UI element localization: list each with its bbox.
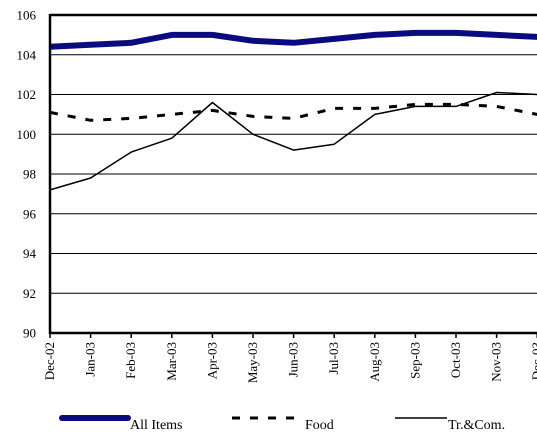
series-line-0 (49, 29, 537, 50)
series-lines (49, 29, 537, 191)
x-tick-label: Jul-03 (326, 342, 341, 375)
legend: All Items Food Tr.&Com. (59, 415, 505, 433)
x-tick-label: Aug-03 (367, 342, 382, 382)
grid-lines (50, 14, 537, 334)
y-tick-label: 98 (23, 167, 36, 182)
x-tick-label: Jun-03 (286, 342, 301, 377)
y-tick-label: 92 (23, 286, 36, 301)
x-tick-label: Apr-03 (204, 342, 219, 379)
x-tick-label: Oct-03 (448, 342, 463, 378)
x-tick-labels: Dec-02 Jan-03 Feb-03 Mar-03 Apr-03 May-03 Jun-… (42, 342, 537, 383)
y-tick-label: 102 (17, 87, 37, 102)
x-tick-label: May-03 (245, 342, 260, 383)
y-tick-label: 100 (17, 127, 37, 142)
x-tick-label: Sep-03 (407, 342, 422, 379)
legend-label-1: Food (305, 418, 334, 433)
x-tick-label: Mar-03 (164, 342, 179, 381)
y-tick-label: 104 (17, 47, 37, 62)
y-tick-label: 94 (23, 246, 37, 261)
series-line-1 (49, 102, 537, 122)
x-tick-label: Dec-02 (42, 342, 57, 380)
legend-label-2: Tr.&Com. (448, 418, 505, 433)
x-tick-label: Jan-03 (83, 342, 98, 377)
legend-label-0: All Items (130, 418, 183, 433)
y-tick-label: 96 (23, 206, 37, 221)
series-line-2 (49, 91, 537, 191)
axes (48, 13, 537, 338)
y-tick-label: 90 (23, 326, 36, 341)
y-tick-label: 106 (17, 8, 37, 23)
y-tick-labels: 90 92 94 96 98 100 102 104 106 (17, 8, 37, 341)
x-tick-label: Dec-03 (529, 342, 537, 380)
x-tick-label: Nov-03 (489, 342, 504, 382)
x-tick-label: Feb-03 (123, 342, 138, 379)
